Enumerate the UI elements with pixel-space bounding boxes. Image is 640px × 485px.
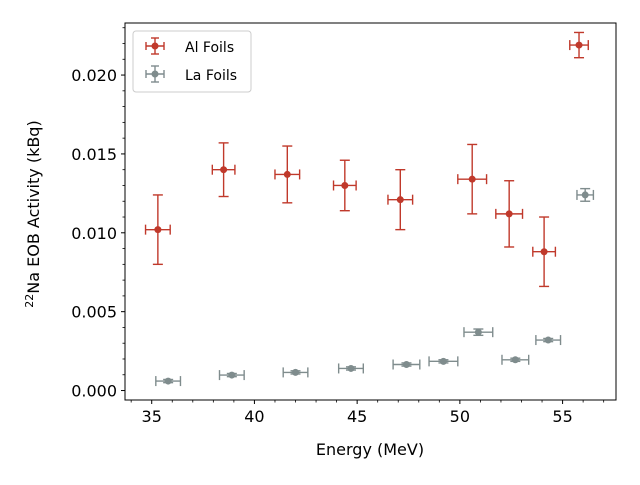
data-marker [347,364,355,372]
x-tick-label: 55 [552,407,572,426]
y-tick-label: 0.015 [71,145,117,164]
data-point-al-foils [495,180,524,248]
x-tick-label: 50 [450,407,470,426]
data-point-la-foils [463,327,494,338]
y-tick-label: 0.005 [71,303,117,322]
x-tick-label: 40 [244,407,264,426]
data-marker [402,361,410,369]
data-point-la-foils [392,359,421,370]
data-point-al-foils [211,142,236,198]
legend-marker-dot [151,42,159,50]
legend-label-al-foils: Al Foils [185,40,234,56]
data-point-la-foils [337,363,365,374]
series-la-foils [155,187,595,387]
data-point-al-foils [144,194,171,266]
data-marker [164,377,172,385]
data-marker [468,175,476,183]
data-marker [228,371,236,379]
legend-label-la-foils: La Foils [185,68,237,84]
x-axis-label: Energy (MeV) [316,440,424,459]
data-point-al-foils [532,216,557,288]
data-marker [581,191,589,199]
y-axis-label-superscript: 22 [23,294,36,308]
data-marker [220,166,228,174]
data-marker [511,356,519,364]
data-point-la-foils [155,376,182,387]
data-point-al-foils [457,143,488,215]
data-marker [292,368,300,376]
data-marker [540,248,548,256]
y-tick-label: 0.000 [71,382,117,401]
data-marker [283,170,291,178]
y-axis-label-text: Na EOB Activity (kBq) [24,120,43,293]
data-marker [474,328,482,336]
data-point-la-foils [428,356,459,367]
data-point-al-foils [387,168,414,231]
data-point-la-foils [501,354,530,365]
data-point-al-foils [274,145,301,204]
legend-marker-dot [151,70,159,78]
y-axis-label-group: 22Na EOB Activity (kBq) [23,120,43,307]
y-tick-label: 0.010 [71,224,117,243]
data-point-la-foils [576,187,595,202]
data-point-la-foils [535,335,562,346]
plot-frame [124,22,617,401]
y-axis-label: 22Na EOB Activity (kBq) [23,120,43,307]
data-marker [439,357,447,365]
data-marker [575,41,583,49]
major-ticks: 35 40 45 50 55 0.000 0.005 0.010 0.015 0.020 [71,66,573,426]
data-marker [396,196,404,204]
legend-marker-la-foils [145,65,165,83]
series-al-foils [144,31,589,288]
legend: Al Foils La Foils [132,30,252,93]
data-point-la-foils [218,370,245,381]
x-tick-label: 45 [347,407,367,426]
data-marker [341,181,349,189]
y-tick-label: 0.020 [71,66,117,85]
data-marker [544,336,552,344]
series-layer [144,31,595,387]
x-tick-label: 35 [142,407,162,426]
data-point-al-foils [332,159,357,212]
legend-marker-al-foils [145,37,165,55]
data-marker [154,226,162,234]
data-point-al-foils [569,31,589,59]
data-marker [505,210,513,218]
data-point-la-foils [282,367,309,378]
